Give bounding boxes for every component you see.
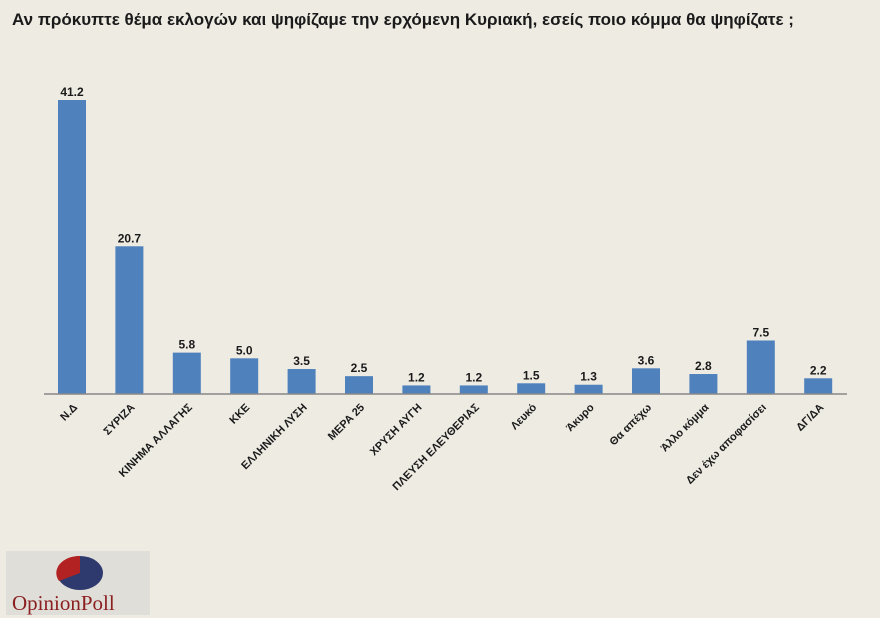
data-label: 1.3 (580, 370, 597, 384)
category-label: ΜΕΡΑ 25 (326, 402, 367, 443)
category-label: ΚΚΕ (227, 402, 252, 427)
data-label: 2.2 (810, 363, 827, 377)
category-label: Ν.Δ (58, 402, 80, 424)
data-label: 5.0 (236, 343, 253, 357)
category-label: Λευκό (509, 401, 540, 432)
bar (58, 100, 86, 394)
category-label: ΔΓ/ΔΑ (794, 402, 826, 434)
bar (172, 352, 201, 394)
bar (632, 368, 660, 394)
chart-title: Αν πρόκυπτε θέμα εκλογών και ψηφίζαμε τη… (12, 10, 794, 29)
bar (574, 384, 603, 394)
data-label: 2.8 (695, 359, 712, 373)
category-label: Θα απέχω (608, 402, 655, 449)
logo-text: OpinionPoll (12, 591, 115, 615)
category-label: ΣΥΡΙΖΑ (101, 402, 137, 438)
bar (517, 383, 546, 394)
category-label: ΧΡΥΣΗ ΑΥΓΗ (368, 402, 425, 459)
bar (287, 369, 316, 394)
bar (746, 340, 775, 394)
bar (804, 378, 833, 394)
bar (230, 358, 259, 394)
data-label: 7.5 (752, 325, 769, 339)
data-label: 20.7 (118, 231, 142, 245)
opinionpoll-logo: OpinionPoll (6, 551, 150, 615)
data-label: 1.2 (465, 370, 482, 384)
data-label: 2.5 (351, 361, 368, 375)
data-label: 1.2 (408, 370, 425, 384)
category-label: Άλλο κόμμα (659, 401, 712, 454)
data-label: 1.5 (523, 368, 540, 382)
bar (345, 376, 373, 394)
data-label: 3.5 (293, 354, 310, 368)
data-label: 41.2 (60, 85, 84, 99)
category-label: Άκυρο (564, 401, 597, 434)
data-label: 3.6 (638, 353, 655, 367)
data-label: 5.8 (178, 338, 195, 352)
bar (459, 385, 488, 394)
bar (402, 385, 431, 394)
bar (689, 374, 718, 394)
bar (115, 246, 144, 394)
pie-logo-icon (56, 555, 103, 590)
